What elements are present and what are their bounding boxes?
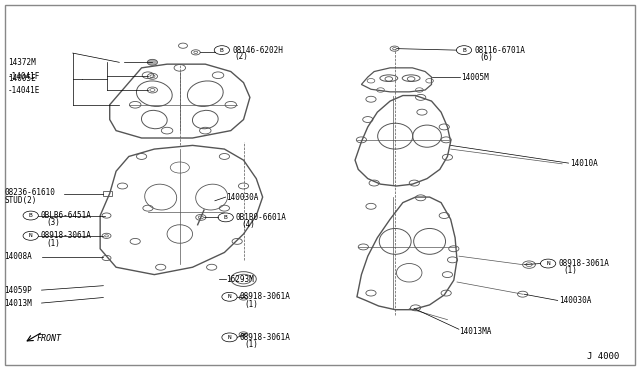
Text: 08146-6202H: 08146-6202H bbox=[232, 46, 283, 55]
Text: 14059P: 14059P bbox=[4, 286, 33, 295]
Text: 14005E: 14005E bbox=[8, 74, 35, 83]
Text: B: B bbox=[220, 48, 224, 52]
Text: (6): (6) bbox=[479, 53, 493, 62]
Text: 140030A: 140030A bbox=[559, 296, 591, 305]
Text: 08918-3061A: 08918-3061A bbox=[558, 259, 609, 268]
Text: 16293M: 16293M bbox=[226, 275, 253, 283]
Text: 14010A: 14010A bbox=[570, 158, 598, 168]
Text: (1): (1) bbox=[245, 340, 259, 349]
Text: B: B bbox=[29, 213, 33, 218]
Text: (2): (2) bbox=[234, 52, 248, 61]
Text: 08116-6701A: 08116-6701A bbox=[474, 46, 525, 55]
Text: N: N bbox=[228, 294, 232, 299]
Text: 14008A: 14008A bbox=[4, 252, 33, 262]
Text: -14041E: -14041E bbox=[8, 86, 40, 94]
Text: 0B1B0-6601A: 0B1B0-6601A bbox=[236, 213, 287, 222]
Text: 08918-3061A: 08918-3061A bbox=[240, 333, 291, 342]
Text: 14013MA: 14013MA bbox=[459, 327, 492, 336]
Text: B: B bbox=[224, 215, 228, 220]
Text: 0BLB6-6451A: 0BLB6-6451A bbox=[41, 211, 92, 220]
Text: FRONT: FRONT bbox=[36, 334, 61, 343]
Text: (1): (1) bbox=[46, 239, 60, 248]
Text: B: B bbox=[462, 48, 466, 52]
Text: 14005M: 14005M bbox=[461, 73, 489, 81]
Text: 14372M: 14372M bbox=[8, 58, 35, 67]
Text: (1): (1) bbox=[245, 300, 259, 309]
Text: (3): (3) bbox=[46, 218, 60, 227]
Text: N: N bbox=[228, 335, 232, 340]
Circle shape bbox=[147, 60, 157, 65]
Text: J 4000: J 4000 bbox=[588, 352, 620, 361]
Text: (4): (4) bbox=[241, 220, 255, 229]
Text: 140030A: 140030A bbox=[226, 193, 258, 202]
Text: 08236-61610: 08236-61610 bbox=[4, 188, 56, 197]
Text: N: N bbox=[547, 261, 550, 266]
Bar bbox=[103, 191, 112, 196]
Text: (1): (1) bbox=[563, 266, 577, 275]
Text: -14041F: -14041F bbox=[8, 72, 40, 81]
Text: 08918-3061A: 08918-3061A bbox=[41, 231, 92, 240]
Text: STUD(2): STUD(2) bbox=[4, 196, 37, 205]
Text: N: N bbox=[29, 233, 33, 238]
Text: 14013M: 14013M bbox=[4, 299, 33, 308]
Text: 08918-3061A: 08918-3061A bbox=[240, 292, 291, 301]
